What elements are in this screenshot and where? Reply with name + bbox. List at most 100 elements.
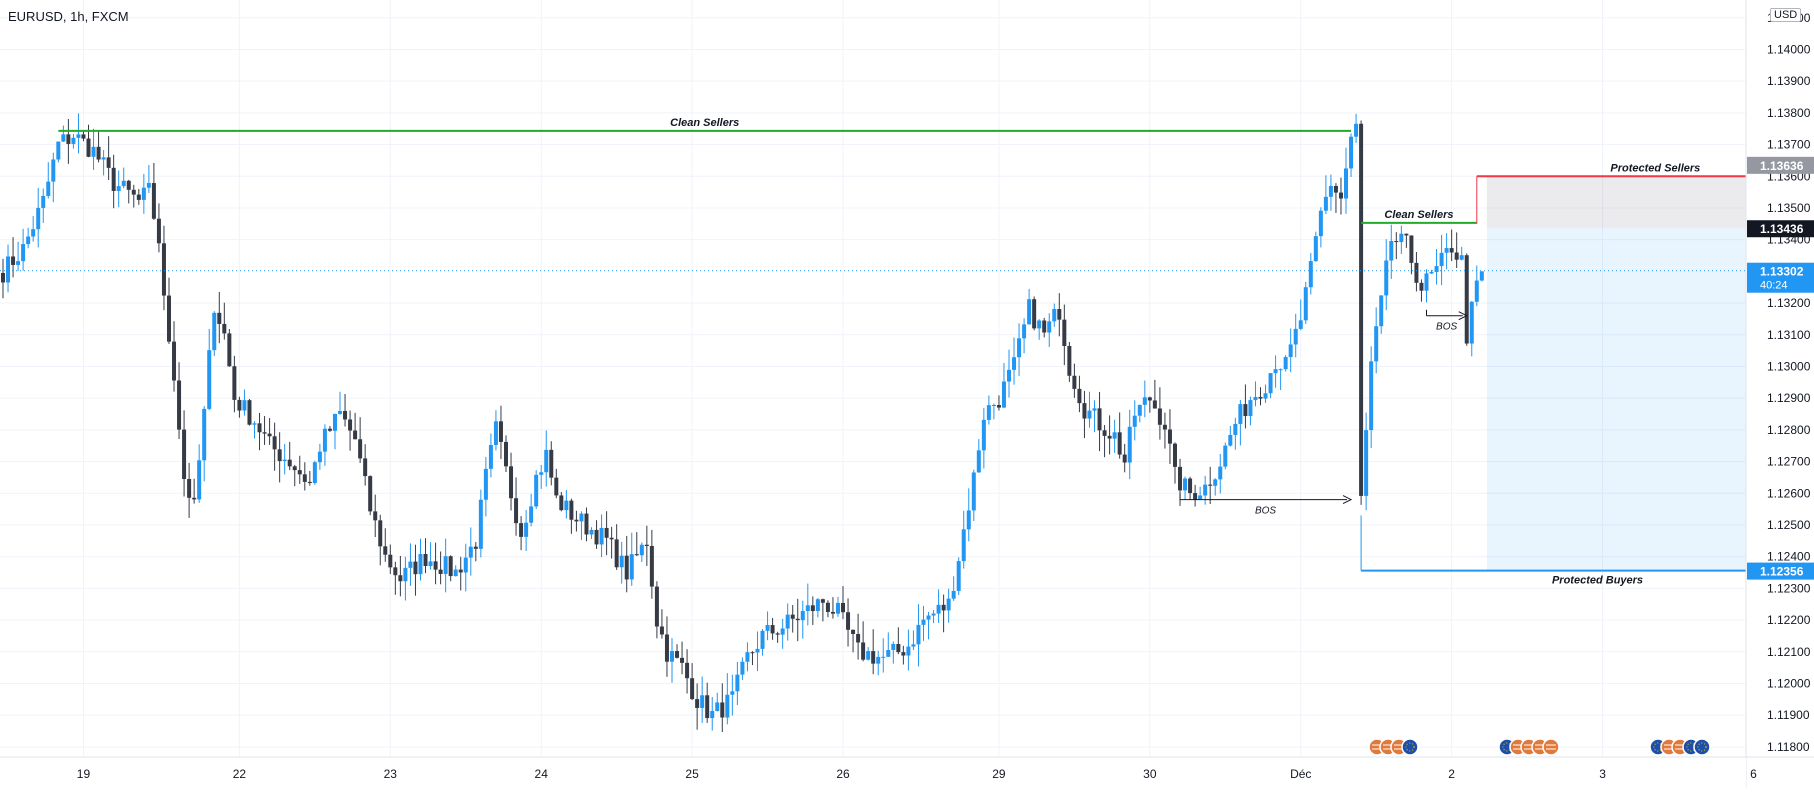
candle-body (172, 341, 177, 381)
candle-body (976, 450, 981, 473)
candle-body (21, 244, 26, 262)
candle-body (1313, 236, 1318, 262)
candle-body (554, 477, 559, 496)
candle-body (1067, 345, 1072, 376)
candle-body (916, 624, 921, 645)
candle-body (332, 413, 337, 431)
candle-body (654, 586, 659, 627)
candle-body (1318, 210, 1323, 237)
price-tick-label: 1.12600 (1767, 486, 1811, 500)
candle-body (322, 428, 327, 452)
price-tick-label: 1.14000 (1767, 42, 1811, 56)
candle-body (594, 529, 599, 545)
candle-body (473, 546, 478, 549)
candle-body (312, 462, 317, 484)
candle-body (348, 419, 353, 431)
us-flag-icon[interactable] (1542, 738, 1560, 756)
candle-body (443, 556, 448, 574)
time-tick-label: 23 (384, 767, 398, 781)
candle-body (161, 243, 166, 296)
price-tick-label: 1.12000 (1767, 676, 1811, 690)
candle-body (1354, 123, 1359, 137)
candle-body (770, 625, 775, 634)
candle-body (86, 138, 91, 157)
price-tick-label: 1.12900 (1767, 391, 1811, 405)
time-axis-bg (0, 757, 1746, 788)
candle-body (639, 544, 644, 556)
candle-body (529, 506, 534, 523)
candle-body (730, 691, 735, 695)
candle-body (1273, 369, 1278, 374)
price-label-value: 1.13302 (1760, 265, 1804, 279)
candle-body (1107, 435, 1112, 439)
eu-flag-icon[interactable] (1401, 738, 1419, 756)
price-tick-label: 1.13800 (1767, 106, 1811, 120)
candle-body (207, 350, 212, 409)
candle-body (961, 529, 966, 562)
candle-body (111, 167, 116, 191)
candle-body (1, 272, 5, 283)
candle-body (1152, 400, 1157, 409)
candle-body (966, 510, 971, 530)
candle-body (287, 459, 292, 467)
candle-body (609, 537, 614, 540)
candle-body (981, 419, 986, 451)
candle-body (222, 323, 227, 334)
candle-body (1132, 415, 1137, 427)
candle-body (156, 218, 161, 244)
candle-body (1213, 479, 1218, 486)
candle-body (1429, 272, 1434, 274)
candle-body (277, 449, 282, 462)
candle-body (493, 421, 498, 445)
candle-body (197, 460, 202, 500)
candle-body (765, 625, 770, 631)
candle-body (1399, 233, 1404, 243)
candle-body (26, 236, 31, 245)
risk-zone (1486, 176, 1789, 229)
candle-body (830, 611, 835, 614)
candle-body (1157, 408, 1162, 425)
time-tick-label: 30 (1143, 767, 1157, 781)
candle-body (1193, 493, 1198, 500)
eu-flag-icon[interactable] (1693, 738, 1711, 756)
candle-body (986, 405, 991, 420)
candle-body (649, 545, 654, 587)
candle-body (6, 256, 11, 283)
candle-body (815, 599, 820, 612)
candle-body (1012, 357, 1017, 370)
candle-body (1338, 192, 1343, 199)
price-tick-label: 1.13100 (1767, 328, 1811, 342)
candle-body (936, 604, 941, 614)
candle-body (861, 642, 866, 660)
candle-body (343, 411, 348, 420)
candle-body (1404, 233, 1409, 236)
candle-body (504, 441, 508, 467)
time-tick-label: 29 (992, 767, 1006, 781)
candle-body (805, 605, 810, 612)
candle-body (428, 561, 433, 567)
time-tick-label: 6 (1750, 767, 1757, 781)
candle-body (262, 432, 267, 434)
eu-flag-stars (1405, 742, 1415, 752)
price-tick-label: 1.13000 (1767, 359, 1811, 373)
candle-body (725, 694, 730, 718)
candle-body (242, 400, 247, 411)
candle-body (1127, 426, 1132, 463)
candle-body (1369, 361, 1374, 431)
candle-body (423, 554, 428, 567)
candle-body (1323, 196, 1328, 211)
candle-body (338, 411, 343, 414)
candle-body (735, 674, 740, 692)
currency-badge[interactable]: USD (1770, 8, 1802, 22)
candle-body (544, 449, 549, 473)
reward-zone (1486, 228, 1789, 571)
candle-body (604, 527, 609, 538)
candle-body (458, 569, 463, 573)
candle-body (368, 476, 373, 512)
candle-body (705, 695, 710, 719)
candle-body (1464, 255, 1469, 344)
candle-body (906, 646, 911, 656)
candle-body (891, 643, 896, 650)
